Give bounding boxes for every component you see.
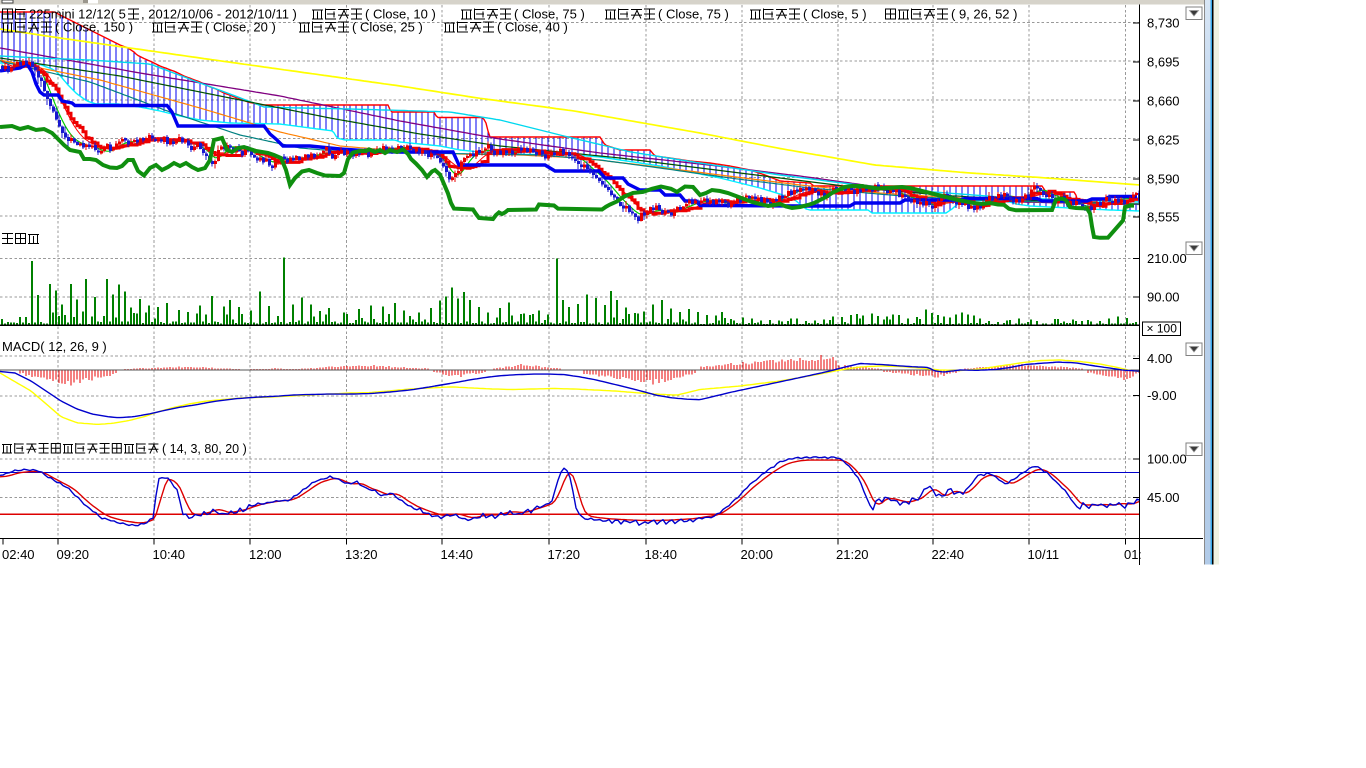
svg-text:90.00: 90.00 <box>1147 290 1180 305</box>
svg-text:10/11: 10/11 <box>1028 547 1060 562</box>
svg-text:18:40: 18:40 <box>645 547 678 562</box>
svg-text:02:40: 02:40 <box>2 547 35 562</box>
svg-text:12:00: 12:00 <box>249 547 282 562</box>
svg-text:( 9, 26, 52 ): ( 9, 26, 52 ) <box>951 7 1017 22</box>
svg-text:8,625: 8,625 <box>1147 133 1180 148</box>
svg-text:09:20: 09:20 <box>57 547 90 562</box>
svg-text:10:40: 10:40 <box>153 547 186 562</box>
svg-text:13:20: 13:20 <box>345 547 378 562</box>
svg-text:14:40: 14:40 <box>441 547 474 562</box>
svg-text:( Close, 150 ): ( Close, 150 ) <box>55 20 133 35</box>
svg-text:21:20: 21:20 <box>836 547 869 562</box>
svg-text:, 2012/10/06 - 2012/10/11 ): , 2012/10/06 - 2012/10/11 ) <box>141 7 297 22</box>
svg-text:100.00: 100.00 <box>1147 452 1187 467</box>
svg-text:( Close, 40 ): ( Close, 40 ) <box>497 20 568 35</box>
svg-text:45.00: 45.00 <box>1147 490 1180 505</box>
svg-text:8,695: 8,695 <box>1147 55 1180 70</box>
svg-text:-9.00: -9.00 <box>1147 388 1177 403</box>
svg-text:( Close, 5 ): ( Close, 5 ) <box>803 7 867 22</box>
svg-text:225mini 12/12( 5: 225mini 12/12( 5 <box>29 7 126 22</box>
svg-text:( Close, 20 ): ( Close, 20 ) <box>205 20 276 35</box>
svg-text:22:40: 22:40 <box>932 547 965 562</box>
svg-text:01:2: 01:2 <box>1124 547 1149 562</box>
svg-text:210.00: 210.00 <box>1147 251 1187 266</box>
svg-text:( Close, 10 ): ( Close, 10 ) <box>365 7 436 22</box>
svg-text:8,660: 8,660 <box>1147 94 1180 109</box>
svg-text:( 14, 3, 80, 20 ): ( 14, 3, 80, 20 ) <box>162 442 247 456</box>
svg-text:MACD( 12, 26, 9 ): MACD( 12, 26, 9 ) <box>2 339 107 354</box>
svg-text:( Close, 25 ): ( Close, 25 ) <box>352 20 423 35</box>
svg-text:4.00: 4.00 <box>1147 351 1172 366</box>
svg-text:× 100: × 100 <box>1147 322 1178 336</box>
svg-text:8,730: 8,730 <box>1147 16 1180 31</box>
svg-text:8,555: 8,555 <box>1147 210 1180 225</box>
svg-text:( Close, 75 ): ( Close, 75 ) <box>514 7 585 22</box>
svg-text:( Close, 75 ): ( Close, 75 ) <box>658 7 729 22</box>
svg-text:8,590: 8,590 <box>1147 172 1180 187</box>
svg-text:20:00: 20:00 <box>741 547 774 562</box>
svg-text:17:20: 17:20 <box>548 547 581 562</box>
